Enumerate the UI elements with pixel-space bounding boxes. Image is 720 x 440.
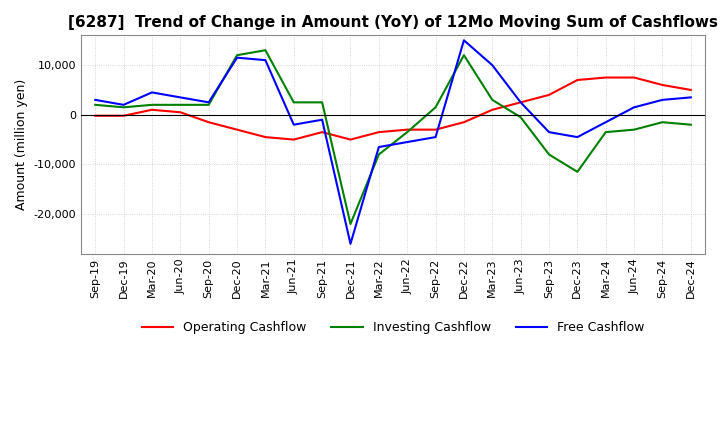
Free Cashflow xyxy=(148,90,156,95)
Free Cashflow xyxy=(686,95,695,100)
Investing Cashflow xyxy=(516,114,525,120)
Operating Cashflow xyxy=(573,77,582,83)
Line: Operating Cashflow: Operating Cashflow xyxy=(95,77,690,139)
Operating Cashflow xyxy=(91,113,99,118)
Free Cashflow xyxy=(289,122,298,127)
Operating Cashflow xyxy=(403,127,412,132)
Free Cashflow xyxy=(91,97,99,103)
Free Cashflow xyxy=(261,58,270,63)
Operating Cashflow xyxy=(516,100,525,105)
Operating Cashflow xyxy=(459,120,468,125)
Operating Cashflow xyxy=(488,107,497,113)
Investing Cashflow xyxy=(630,127,639,132)
Free Cashflow xyxy=(658,97,667,103)
Operating Cashflow xyxy=(233,127,241,132)
Investing Cashflow xyxy=(318,100,326,105)
Operating Cashflow xyxy=(120,113,128,118)
Free Cashflow xyxy=(120,102,128,107)
Operating Cashflow xyxy=(176,110,184,115)
Operating Cashflow xyxy=(204,120,213,125)
Investing Cashflow xyxy=(204,102,213,107)
Investing Cashflow xyxy=(488,97,497,103)
Operating Cashflow xyxy=(346,137,355,142)
Investing Cashflow xyxy=(601,129,610,135)
Operating Cashflow xyxy=(545,92,554,98)
Investing Cashflow xyxy=(686,122,695,127)
Investing Cashflow xyxy=(573,169,582,175)
Investing Cashflow xyxy=(545,152,554,157)
Investing Cashflow xyxy=(148,102,156,107)
Line: Free Cashflow: Free Cashflow xyxy=(95,40,690,244)
Free Cashflow xyxy=(573,135,582,140)
Investing Cashflow xyxy=(120,105,128,110)
Investing Cashflow xyxy=(658,120,667,125)
Free Cashflow xyxy=(516,100,525,105)
Investing Cashflow xyxy=(176,102,184,107)
Operating Cashflow xyxy=(318,129,326,135)
Line: Investing Cashflow: Investing Cashflow xyxy=(95,50,690,224)
Investing Cashflow xyxy=(261,48,270,53)
Operating Cashflow xyxy=(261,135,270,140)
Title: [6287]  Trend of Change in Amount (YoY) of 12Mo Moving Sum of Cashflows: [6287] Trend of Change in Amount (YoY) o… xyxy=(68,15,718,30)
Operating Cashflow xyxy=(374,129,383,135)
Y-axis label: Amount (million yen): Amount (million yen) xyxy=(15,79,28,210)
Free Cashflow xyxy=(204,100,213,105)
Operating Cashflow xyxy=(630,75,639,80)
Investing Cashflow xyxy=(431,105,440,110)
Free Cashflow xyxy=(176,95,184,100)
Operating Cashflow xyxy=(601,75,610,80)
Free Cashflow xyxy=(488,62,497,68)
Free Cashflow xyxy=(459,38,468,43)
Investing Cashflow xyxy=(346,221,355,227)
Free Cashflow xyxy=(318,117,326,122)
Investing Cashflow xyxy=(459,52,468,58)
Operating Cashflow xyxy=(148,107,156,113)
Investing Cashflow xyxy=(289,100,298,105)
Investing Cashflow xyxy=(403,129,412,135)
Operating Cashflow xyxy=(658,82,667,88)
Free Cashflow xyxy=(545,129,554,135)
Investing Cashflow xyxy=(374,152,383,157)
Investing Cashflow xyxy=(233,52,241,58)
Free Cashflow xyxy=(431,135,440,140)
Free Cashflow xyxy=(233,55,241,60)
Free Cashflow xyxy=(374,144,383,150)
Free Cashflow xyxy=(601,120,610,125)
Operating Cashflow xyxy=(431,127,440,132)
Free Cashflow xyxy=(403,139,412,145)
Legend: Operating Cashflow, Investing Cashflow, Free Cashflow: Operating Cashflow, Investing Cashflow, … xyxy=(137,316,649,339)
Free Cashflow xyxy=(630,105,639,110)
Operating Cashflow xyxy=(686,87,695,92)
Operating Cashflow xyxy=(289,137,298,142)
Investing Cashflow xyxy=(91,102,99,107)
Free Cashflow xyxy=(346,241,355,246)
